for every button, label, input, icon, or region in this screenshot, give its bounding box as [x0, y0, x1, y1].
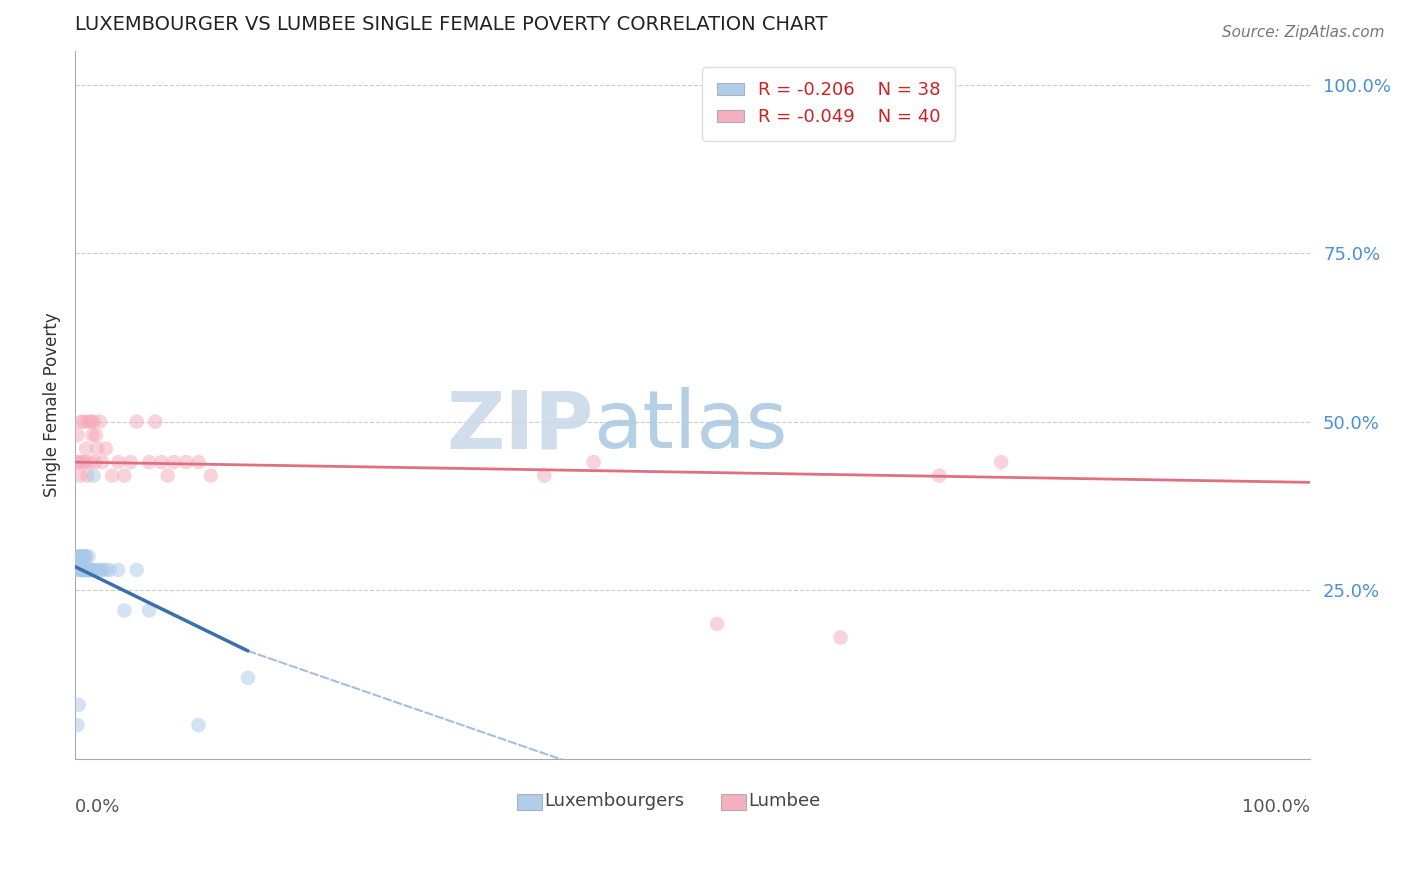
- Text: ZIP: ZIP: [446, 387, 593, 465]
- Point: [91, 563, 114, 577]
- Point: [69, 563, 91, 577]
- Bar: [721, 794, 745, 810]
- Point: [75, 549, 97, 564]
- Point: [706, 616, 728, 631]
- Point: [77, 549, 100, 564]
- Text: 100.0%: 100.0%: [1241, 797, 1310, 815]
- Point: [70, 415, 93, 429]
- Point: [125, 563, 148, 577]
- Point: [72, 549, 94, 564]
- Text: Lumbee: Lumbee: [748, 792, 820, 810]
- Point: [107, 455, 129, 469]
- Point: [72, 415, 94, 429]
- Point: [200, 468, 222, 483]
- Point: [76, 563, 98, 577]
- Point: [83, 468, 105, 483]
- Point: [163, 455, 186, 469]
- Point: [125, 415, 148, 429]
- Point: [150, 455, 173, 469]
- Point: [236, 671, 259, 685]
- Point: [67, 698, 90, 712]
- Text: LUXEMBOURGER VS LUMBEE SINGLE FEMALE POVERTY CORRELATION CHART: LUXEMBOURGER VS LUMBEE SINGLE FEMALE POV…: [75, 15, 828, 34]
- Point: [66, 549, 89, 564]
- Point: [72, 549, 94, 564]
- Point: [86, 563, 108, 577]
- Point: [143, 415, 166, 429]
- Point: [70, 563, 93, 577]
- Point: [67, 455, 90, 469]
- Point: [91, 455, 114, 469]
- Point: [77, 563, 100, 577]
- Point: [75, 442, 97, 456]
- Point: [66, 428, 89, 442]
- Point: [187, 718, 209, 732]
- Point: [89, 563, 111, 577]
- Point: [138, 455, 160, 469]
- Point: [990, 455, 1012, 469]
- Point: [80, 563, 103, 577]
- Point: [73, 455, 96, 469]
- Legend: R = -0.206    N = 38, R = -0.049    N = 40: R = -0.206 N = 38, R = -0.049 N = 40: [702, 67, 955, 141]
- Point: [120, 455, 142, 469]
- Point: [73, 563, 96, 577]
- Text: atlas: atlas: [593, 387, 787, 465]
- Point: [156, 468, 179, 483]
- Text: Source: ZipAtlas.com: Source: ZipAtlas.com: [1222, 25, 1385, 40]
- Point: [86, 442, 108, 456]
- Point: [79, 563, 101, 577]
- Point: [67, 549, 90, 564]
- Point: [112, 468, 135, 483]
- Text: Luxembourgers: Luxembourgers: [544, 792, 685, 810]
- Point: [928, 468, 950, 483]
- Point: [174, 455, 197, 469]
- Point: [76, 468, 98, 483]
- Point: [65, 455, 87, 469]
- Point: [101, 468, 124, 483]
- Point: [66, 718, 89, 732]
- Point: [98, 563, 121, 577]
- Point: [830, 631, 852, 645]
- Point: [73, 549, 96, 564]
- Point: [76, 563, 98, 577]
- Point: [82, 428, 104, 442]
- Point: [79, 455, 101, 469]
- Point: [77, 415, 100, 429]
- Point: [70, 549, 93, 564]
- Point: [72, 563, 94, 577]
- Y-axis label: Single Female Poverty: Single Female Poverty: [44, 312, 60, 497]
- Point: [80, 415, 103, 429]
- Point: [94, 442, 117, 456]
- Point: [65, 563, 87, 577]
- Point: [69, 549, 91, 564]
- Point: [72, 563, 94, 577]
- Point: [138, 603, 160, 617]
- Point: [89, 415, 111, 429]
- Point: [72, 549, 94, 564]
- Point: [82, 563, 104, 577]
- Bar: [517, 794, 541, 810]
- Point: [83, 415, 105, 429]
- Point: [83, 563, 105, 577]
- Point: [112, 603, 135, 617]
- Point: [83, 455, 105, 469]
- Point: [533, 468, 555, 483]
- Point: [72, 455, 94, 469]
- Text: 0.0%: 0.0%: [75, 797, 121, 815]
- Point: [582, 455, 605, 469]
- Point: [187, 455, 209, 469]
- Point: [69, 468, 91, 483]
- Point: [75, 563, 97, 577]
- Point: [94, 563, 117, 577]
- Point: [84, 428, 107, 442]
- Point: [107, 563, 129, 577]
